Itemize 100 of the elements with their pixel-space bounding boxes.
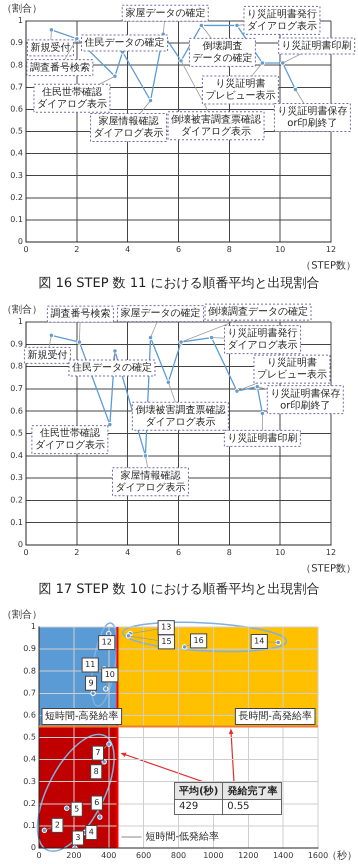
y-tick-label: 0.4 (10, 148, 23, 158)
y-tick-label: 1 (18, 16, 23, 26)
y-tick-label: 0.2 (23, 798, 36, 808)
annotation: 調査番号検索 (50, 308, 110, 320)
y-tick-label: 0.4 (10, 450, 23, 460)
y-tick-label: 0.3 (23, 776, 36, 786)
y-tick-label: 0.6 (10, 406, 23, 416)
annotation: 住民世帯確認ダイアログ表示 (34, 427, 105, 452)
annotation: り災証明書保存or印刷終了 (277, 105, 348, 130)
annotation: 16 (194, 636, 204, 645)
annotation: り災証明書保存or印刷終了 (270, 387, 340, 412)
y-tick-label: 0.1 (10, 214, 23, 224)
y-tick-label: 0.8 (10, 362, 23, 371)
y-tick-label: 0.9 (10, 339, 23, 348)
x-tick-label: 1600 (308, 850, 328, 860)
annotation: 8 (94, 766, 99, 776)
y-tick-label: 0.1 (10, 518, 23, 527)
x-tick-label: 4 (125, 244, 130, 254)
annotation: 9 (88, 678, 94, 688)
annotation: 0.55 (222, 799, 282, 814)
y-tick-label: 0.6 (23, 710, 36, 720)
y-tick-label: 0.2 (10, 495, 23, 504)
y-tick-label: 0.7 (23, 688, 36, 698)
annotation: 発給完了率 (222, 782, 282, 800)
y-tick-label: 0.7 (10, 384, 23, 393)
x-tick-label: 8 (226, 548, 232, 557)
x-tick-label: 8 (226, 244, 232, 254)
x-tick-label: 1200 (238, 850, 258, 860)
annotation: り災証明書印刷 (282, 40, 352, 52)
x-tick-label: 600 (136, 850, 152, 860)
y-tick-label: 0.6 (10, 104, 23, 114)
annotation: り災証明書プレビュー表示 (256, 356, 327, 381)
y-tick-label: 0.3 (10, 170, 23, 180)
annotation: 短時間-低発給率 (145, 830, 220, 843)
y-tick-label: 0.4 (23, 754, 36, 764)
annotation: 家屋情報確認ダイアログ表示 (94, 115, 164, 140)
y-axis-title: （割合） (2, 608, 42, 621)
y-tick-label: 0.7 (10, 82, 23, 92)
x-tick-label: 800 (170, 850, 186, 860)
annotation: 倒壊被害調査票確認ダイアログ表示 (171, 113, 262, 138)
y-tick-label: 0.5 (10, 428, 23, 438)
annotation: 429 (174, 799, 223, 814)
annotation: 住民データの確定 (72, 362, 152, 374)
annotation: 10 (104, 670, 115, 679)
annotation: 11 (85, 660, 96, 670)
x-tick-label: 4 (125, 548, 130, 557)
annotation: 家屋データの確定 (120, 307, 201, 320)
annotation: 13 (161, 622, 172, 632)
y-tick-label: 0.3 (10, 473, 23, 482)
annotation: 短時間-高発給率 (45, 710, 119, 722)
y-tick-label: 0.1 (23, 820, 36, 830)
annotation: 倒壊調査データの確定 (208, 306, 308, 318)
annotation: 住民世帯確認ダイアログ表示 (36, 86, 107, 110)
x-tick-label: 2 (74, 548, 80, 557)
text: 図 17 STEP 数 10 における順番平均と出現割合 (38, 582, 320, 598)
annotation: 12 (102, 638, 112, 647)
annotation: 長時間-高発給率 (238, 710, 312, 722)
annotation: 倒壊調査データの確定 (192, 40, 252, 64)
y-tick-label: 1 (18, 317, 23, 326)
x-tick-label: 12 (326, 244, 336, 254)
y-tick-label: 0.8 (23, 666, 36, 676)
annotation: 14 (254, 636, 264, 646)
annotation: 家屋情報確認ダイアログ表示 (115, 469, 186, 494)
annotation: 2 (54, 820, 60, 830)
annotation: 住民データの確定 (84, 36, 165, 49)
x-axis-title: （秒） (327, 850, 357, 862)
y-tick-label: 0.5 (23, 732, 36, 742)
annotation: り災証明書印刷 (227, 432, 298, 444)
annotation: 5 (74, 804, 80, 814)
y-tick-label: 0.9 (10, 38, 23, 48)
x-axis-title: （STEP数） (301, 260, 356, 272)
y-axis-title: （割合） (2, 304, 42, 316)
x-tick-label: 6 (176, 244, 182, 254)
y-tick-label: 0.8 (10, 60, 23, 70)
x-tick-label: 200 (66, 850, 82, 860)
y-tick-label: 0 (18, 237, 23, 246)
x-tick-label: 6 (176, 548, 182, 557)
annotation: 6 (94, 798, 100, 808)
annotation: 新規受付 (27, 348, 68, 361)
x-tick-label: 1000 (203, 850, 224, 860)
y-tick-label: 0 (18, 540, 23, 550)
y-tick-label: 0.5 (10, 126, 23, 136)
annotation: 4 (88, 828, 94, 837)
x-tick-label: 2 (74, 244, 80, 254)
x-tick-label: 1400 (272, 850, 294, 860)
x-tick-label: 400 (101, 850, 116, 860)
annotation: 3 (75, 833, 80, 842)
y-tick-label: 1 (30, 622, 36, 632)
annotation: り災証明書発行ダイアログ表示 (228, 327, 298, 352)
y-tick-label: 0.9 (23, 644, 36, 654)
annotation: 倒壊被害調査票確認ダイアログ表示 (135, 404, 226, 428)
x-tick-label: 12 (326, 548, 336, 557)
annotation: 15 (161, 636, 172, 646)
annotation: 新規受付 (30, 41, 70, 54)
x-axis-title: （STEP数） (301, 564, 356, 575)
annotation: 7 (95, 748, 100, 758)
annotation: 家屋データの確定 (125, 6, 206, 19)
y-tick-label: 0.2 (10, 192, 23, 202)
annotation: 平均(秒) (174, 782, 223, 800)
x-tick-label: 10 (275, 244, 286, 254)
